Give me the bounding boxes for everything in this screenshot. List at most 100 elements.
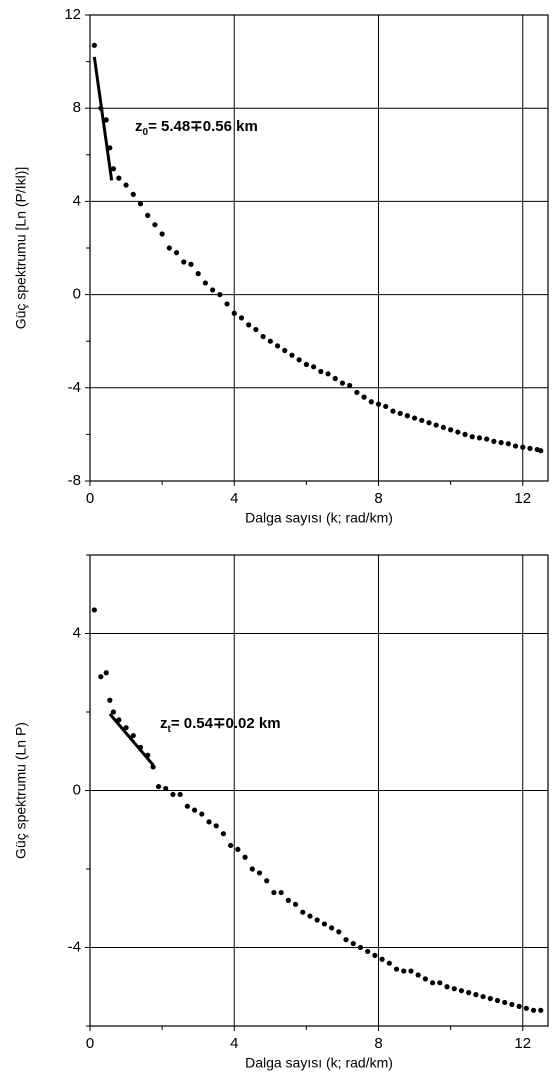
data-point xyxy=(411,415,418,421)
data-point xyxy=(368,399,374,405)
data-point xyxy=(260,333,266,340)
annotation-symbol: z xyxy=(160,715,168,732)
data-point xyxy=(386,960,392,966)
y-tick-label: 4 xyxy=(73,192,81,209)
data-point xyxy=(469,434,475,440)
data-point xyxy=(473,992,479,998)
data-point xyxy=(246,322,252,328)
data-point xyxy=(520,444,526,450)
data-point xyxy=(429,980,436,986)
data-point xyxy=(210,287,216,293)
data-point xyxy=(116,175,122,181)
x-tick-label: 0 xyxy=(86,490,94,507)
data-point xyxy=(98,674,104,680)
data-point xyxy=(137,201,144,207)
annotation: zt= 0.54∓0.02 km xyxy=(160,715,281,735)
data-point xyxy=(199,811,205,817)
fit-line xyxy=(108,712,155,766)
data-point xyxy=(415,972,421,978)
data-point xyxy=(253,326,259,333)
y-tick-label: 4 xyxy=(73,624,81,641)
data-point xyxy=(181,259,187,265)
data-point xyxy=(256,870,263,876)
data-point xyxy=(191,807,198,813)
x-tick-label: 0 xyxy=(86,1035,94,1052)
data-point xyxy=(163,785,169,792)
data-point xyxy=(484,436,490,442)
data-point xyxy=(444,984,450,990)
data-point xyxy=(448,427,454,433)
data-point xyxy=(440,424,447,431)
data-point xyxy=(274,343,281,349)
data-point xyxy=(91,607,97,613)
data-point xyxy=(177,791,183,798)
x-axis-label: Dalga sayısı (k; rad/km) xyxy=(245,510,393,526)
data-point xyxy=(282,347,288,354)
data-point xyxy=(184,803,190,809)
y-axis-label: Güç spektrumu (Ln P) xyxy=(13,722,29,859)
data-point xyxy=(325,371,331,377)
data-point xyxy=(321,921,328,927)
data-point xyxy=(462,431,468,437)
y-tick-label: 0 xyxy=(73,286,81,303)
data-point xyxy=(408,968,414,974)
data-point xyxy=(188,261,194,267)
data-point xyxy=(357,944,364,951)
x-tick-label: 12 xyxy=(514,1035,531,1052)
data-point xyxy=(336,929,342,935)
y-tick-label: 8 xyxy=(73,99,81,116)
data-point xyxy=(170,791,176,798)
data-point xyxy=(238,315,245,321)
data-point xyxy=(502,999,508,1006)
data-point xyxy=(350,940,356,947)
annotation-symbol: z xyxy=(135,118,143,135)
data-point xyxy=(103,670,109,676)
data-point xyxy=(466,990,472,996)
data-point xyxy=(332,375,338,382)
data-point xyxy=(103,117,109,123)
data-point xyxy=(329,925,335,931)
x-tick-label: 4 xyxy=(230,490,238,507)
data-point xyxy=(390,408,396,414)
data-point xyxy=(422,976,428,982)
data-point xyxy=(530,1007,537,1013)
data-point xyxy=(159,231,165,237)
data-point xyxy=(130,732,136,739)
data-point xyxy=(379,956,385,962)
data-point xyxy=(538,1007,544,1013)
data-point xyxy=(494,997,501,1004)
data-point xyxy=(401,968,407,974)
data-point xyxy=(354,389,360,396)
plot: -4 0 4 0 4 8 12 Dalga sayısı (k; rad/km) Güç spe… xyxy=(13,554,549,1071)
data-point xyxy=(173,250,180,256)
data-point xyxy=(476,435,483,441)
data-point xyxy=(516,1003,522,1009)
data-point xyxy=(487,995,493,1002)
data-point xyxy=(419,417,425,424)
data-point xyxy=(296,357,302,363)
data-point xyxy=(318,368,324,375)
data-point xyxy=(512,443,519,449)
data-point xyxy=(130,191,136,198)
plot-frame xyxy=(89,14,549,482)
y-tick-label: -4 xyxy=(68,379,81,396)
annotation-text: = 5.48∓0.56 km xyxy=(148,118,258,135)
data-point xyxy=(538,448,544,454)
plot: -8 -4 0 4 8 12 0 4 8 12 Dalga sayısı (k; rad/km) Gü… xyxy=(13,6,549,526)
data-point xyxy=(314,917,320,923)
data-point xyxy=(498,439,504,446)
data-point xyxy=(426,420,432,426)
y-tick-label: -4 xyxy=(68,938,81,955)
data-point xyxy=(339,380,346,386)
data-point xyxy=(375,401,382,407)
annotation-text: = 0.54∓0.02 km xyxy=(171,715,281,732)
data-point xyxy=(231,310,237,316)
y-tick-label: 12 xyxy=(64,6,81,23)
data-point xyxy=(433,422,439,428)
data-point xyxy=(480,993,486,1000)
data-point xyxy=(365,948,371,955)
data-point xyxy=(217,292,223,298)
data-point xyxy=(285,897,291,904)
data-point xyxy=(455,429,461,435)
